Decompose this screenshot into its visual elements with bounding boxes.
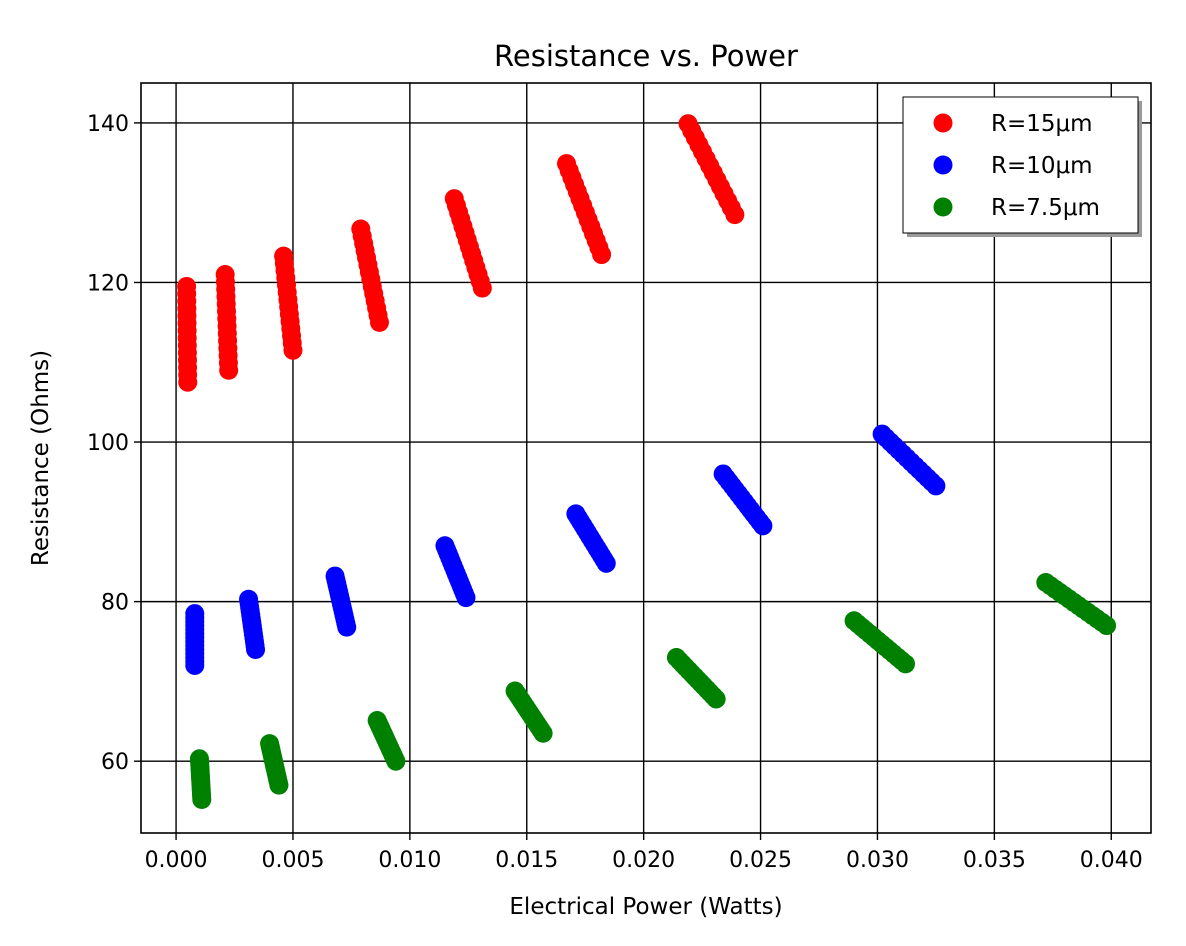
series-3-point bbox=[706, 689, 726, 709]
legend-marker bbox=[933, 197, 953, 217]
series-3-point bbox=[386, 751, 406, 771]
series-3-point bbox=[1097, 616, 1117, 636]
legend-label: R=10μm bbox=[991, 153, 1093, 179]
series-3-point bbox=[896, 654, 916, 674]
legend-marker bbox=[933, 155, 953, 175]
x-tick-label: 0.010 bbox=[378, 848, 441, 873]
series-1-point bbox=[725, 205, 745, 225]
series-1-point bbox=[283, 340, 303, 360]
series-2-point bbox=[596, 553, 616, 573]
y-tick-label: 80 bbox=[101, 591, 129, 616]
legend: R=15μm R=10μm R=7.5μm bbox=[902, 96, 1142, 237]
legend-label: R=15μm bbox=[991, 111, 1093, 137]
x-tick-label: 0.030 bbox=[846, 848, 909, 873]
series-2-point bbox=[246, 639, 266, 659]
series-1-point bbox=[178, 372, 198, 392]
plot-area-frame bbox=[140, 82, 1152, 834]
y-axis-label: Resistance (Ohms) bbox=[28, 350, 54, 566]
series-3-point bbox=[269, 775, 289, 795]
series-3-point bbox=[533, 723, 553, 743]
series-2-point bbox=[753, 516, 773, 536]
x-tick-label: 0.035 bbox=[963, 848, 1026, 873]
series-3-point bbox=[192, 789, 212, 809]
x-tick-label: 0.025 bbox=[729, 848, 792, 873]
x-tick-label: 0.020 bbox=[612, 848, 675, 873]
x-tick-label: 0.000 bbox=[145, 848, 208, 873]
series-2-point bbox=[185, 655, 205, 675]
chart-title: Resistance vs. Power bbox=[494, 39, 798, 73]
axis-ticks: 0.000 0.005 0.010 0.015 0.020 0.025 0.030 0.035… bbox=[87, 112, 1143, 873]
x-tick-label: 0.040 bbox=[1080, 848, 1143, 873]
x-tick-label: 0.005 bbox=[261, 848, 324, 873]
series-1-point bbox=[219, 360, 239, 380]
legend-label: R=7.5μm bbox=[991, 195, 1100, 221]
y-tick-label: 120 bbox=[87, 271, 129, 296]
series-1-point bbox=[369, 312, 389, 332]
x-tick-label: 0.015 bbox=[495, 848, 558, 873]
series-2-point bbox=[456, 588, 476, 608]
series-1-point bbox=[592, 245, 612, 265]
series-2-point bbox=[337, 617, 357, 637]
series-2-point bbox=[926, 476, 946, 496]
x-axis-label: Electrical Power (Watts) bbox=[509, 894, 782, 920]
legend-marker bbox=[933, 113, 953, 133]
y-tick-label: 100 bbox=[87, 431, 129, 456]
y-tick-label: 60 bbox=[101, 750, 129, 775]
data-points bbox=[177, 114, 1117, 809]
y-tick-label: 140 bbox=[87, 112, 129, 137]
series-1-point bbox=[472, 278, 492, 298]
